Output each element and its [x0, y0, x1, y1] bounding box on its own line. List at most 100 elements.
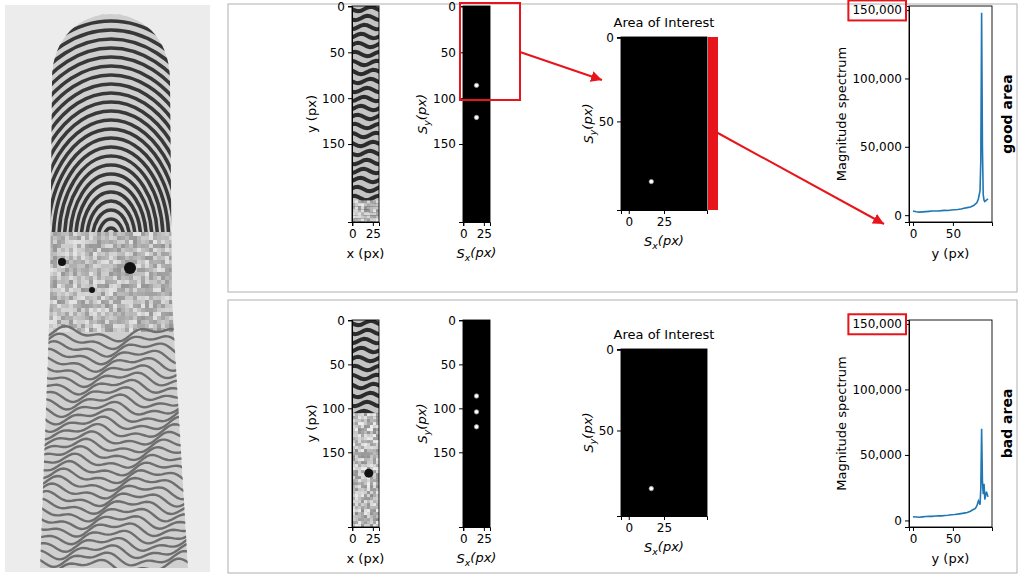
image-texture: [355, 521, 358, 524]
y-axis: 050100150: [322, 0, 352, 222]
image-texture: [355, 503, 358, 506]
texture: [177, 284, 181, 288]
image-texture: [367, 440, 370, 443]
plot-area: [621, 349, 707, 516]
axis-line: [464, 528, 491, 532]
texture: [73, 252, 77, 256]
fringe: [36, 544, 192, 560]
y-axis: 050100150: [433, 314, 463, 528]
texture: [137, 268, 141, 272]
texture: [49, 300, 53, 304]
texture: [69, 240, 73, 244]
image-texture: [358, 464, 361, 467]
texture: [57, 292, 61, 296]
texture: [81, 324, 85, 328]
texture: [121, 272, 125, 276]
image-texture: [373, 503, 376, 506]
fringe: [76, 183, 147, 232]
texture: [113, 264, 117, 268]
tick: 100: [433, 402, 463, 416]
texture: [149, 320, 153, 324]
texture: [173, 244, 177, 248]
texture: [73, 300, 77, 304]
texture: [93, 308, 97, 312]
panel: 025050Sx(px)Sy(px)Area of Interest: [580, 327, 715, 557]
texture: [45, 280, 49, 284]
image-texture: [361, 476, 364, 479]
image-texture: [373, 494, 376, 497]
tick-mark: [664, 210, 665, 214]
image-texture: [370, 506, 373, 509]
texture: [65, 328, 69, 332]
texture: [57, 316, 61, 320]
tick-mark: [459, 452, 463, 453]
texture: [73, 244, 77, 248]
texture: [145, 292, 149, 296]
image-texture: [364, 203, 367, 206]
texture: [73, 304, 77, 308]
texture: [101, 232, 105, 236]
spectrum-peak: [474, 83, 478, 87]
image-texture: [355, 512, 358, 515]
axis-line: [622, 211, 708, 215]
texture: [69, 288, 73, 292]
texture: [173, 272, 177, 276]
image-stripe: [352, 160, 379, 164]
fringe: [0, 3, 220, 232]
image-texture: [373, 455, 376, 458]
tick-mark: [348, 364, 352, 365]
x-axis-title: Sx(px): [644, 233, 684, 251]
texture: [153, 296, 157, 300]
texture: [133, 256, 137, 260]
tick-mark: [348, 452, 352, 453]
image-stripe: [352, 151, 379, 155]
image-texture: [370, 422, 373, 425]
tick: 150: [322, 137, 352, 151]
texture: [157, 320, 161, 324]
texture: [109, 288, 113, 292]
image-texture: [373, 485, 376, 488]
image-texture: [373, 215, 376, 218]
texture: [81, 280, 85, 284]
image-texture: [370, 203, 373, 206]
tick-label: 25: [657, 521, 672, 535]
texture: [57, 296, 61, 300]
texture: [93, 260, 97, 264]
image-texture: [367, 218, 370, 221]
texture: [113, 292, 117, 296]
texture: [149, 260, 153, 264]
texture: [133, 300, 137, 304]
texture: [173, 252, 177, 256]
x-axis-title: Sx(px): [457, 245, 497, 263]
texture: [169, 244, 173, 248]
texture: [69, 256, 73, 260]
texture: [149, 316, 153, 320]
x-axis-title: Sx(px): [457, 550, 497, 568]
image-texture: [355, 203, 358, 206]
texture: [101, 252, 105, 256]
texture: [169, 268, 173, 272]
image-texture: [355, 443, 358, 446]
texture: [61, 232, 65, 236]
image-stripe: [352, 79, 379, 83]
image-texture: [370, 452, 373, 455]
texture: [133, 248, 137, 252]
image-texture: [376, 506, 379, 509]
texture: [113, 328, 117, 332]
texture: [65, 236, 69, 240]
texture: [49, 308, 53, 312]
tick: 150,000: [852, 317, 909, 331]
texture: [45, 260, 49, 264]
texture: [117, 256, 121, 260]
image-texture: [364, 488, 367, 491]
texture: [105, 328, 109, 332]
texture: [145, 272, 149, 276]
image-texture: [376, 464, 379, 467]
texture: [105, 292, 109, 296]
image-texture: [358, 446, 361, 449]
texture: [173, 280, 177, 284]
texture: [141, 276, 145, 280]
image-texture: [361, 449, 364, 452]
texture: [85, 268, 89, 272]
image-texture: [367, 455, 370, 458]
